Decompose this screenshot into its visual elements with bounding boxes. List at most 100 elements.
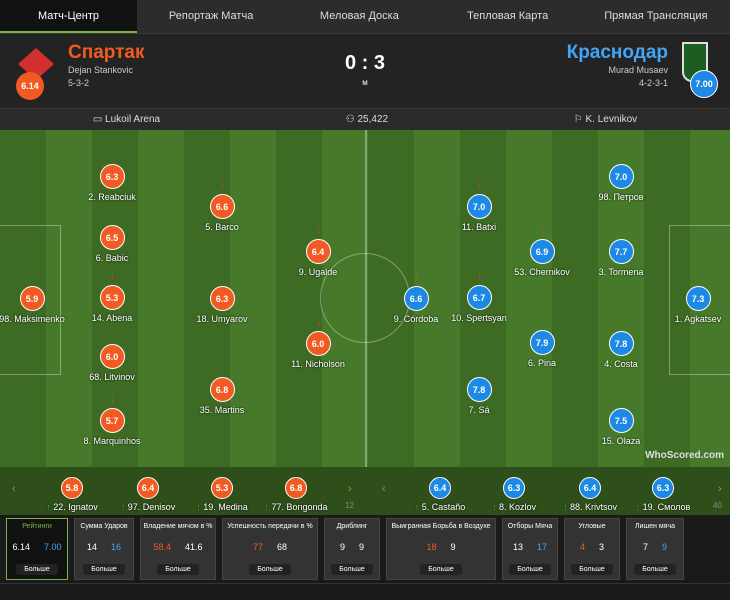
match-header: 6.14 Спартак Dejan Stankovic 5-3-2 0 : 3… xyxy=(0,33,730,108)
substitute-player[interactable]: 6.3 ↑ 19. Смолов xyxy=(623,477,703,512)
away-team-name[interactable]: Краснодар xyxy=(566,42,668,63)
player-name: 11. Batxi xyxy=(461,222,497,232)
tab-match-report[interactable]: Репортаж Матча xyxy=(168,9,254,22)
player[interactable]: ↓ 5.7 8. Marquinhos xyxy=(72,394,152,446)
more-button[interactable]: Больше xyxy=(420,564,462,575)
player[interactable]: ↓ 6.6 5. Barco xyxy=(182,180,262,232)
player[interactable]: 6.3 2. Reabciuk xyxy=(72,164,152,202)
player[interactable]: ↓ 6.0 11. Nicholson xyxy=(278,317,358,369)
tab-live[interactable]: Прямая Трансляция xyxy=(604,9,708,22)
substitute-player[interactable]: 5.3 ↑ 19. Medina xyxy=(182,477,262,512)
player[interactable]: 7.8 7. Sá xyxy=(439,377,519,415)
away-subs-prev[interactable]: ‹ xyxy=(382,483,386,495)
player-rating: 5.3 xyxy=(211,477,233,499)
more-button[interactable]: Больше xyxy=(634,564,676,575)
player[interactable]: 6.3 18. Umyarov xyxy=(182,286,262,324)
home-subs-prev[interactable]: ‹ xyxy=(12,483,16,495)
stat-box[interactable]: Успешность передачи в % 77 68 Больше xyxy=(222,518,318,580)
player-name: ↑ 19. Medina xyxy=(196,502,248,512)
tab-heatmap[interactable]: Тепловая Карта xyxy=(467,9,549,22)
stat-box[interactable]: Владение мячом в % 58.4 41.6 Больше xyxy=(140,518,216,580)
stat-title: Лишен мяча xyxy=(635,523,675,530)
player-name: 53. Chernikov xyxy=(514,267,570,277)
player[interactable]: ↓ 7.0 11. Batxi xyxy=(439,180,519,232)
player-name: 18. Umyarov xyxy=(196,314,248,324)
away-manager: Murad Musaev xyxy=(608,65,668,75)
player[interactable]: 6.0 68. Litvinov xyxy=(72,344,152,382)
stat-box[interactable]: Сумма Ударов 14 16 Больше xyxy=(74,518,134,580)
stat-title: Рейтинги xyxy=(22,523,52,530)
substitute-player[interactable]: 6.4 ↑ 88. Krivtsov xyxy=(550,477,630,512)
home-team-name[interactable]: Спартак xyxy=(68,42,145,63)
substitute-player[interactable]: 6.4 ↑ 5. Castaño xyxy=(400,477,480,512)
home-value: 4 xyxy=(579,542,585,552)
stat-box[interactable]: Дриблинг 9 9 Больше xyxy=(324,518,380,580)
player-name: 15. Olaza xyxy=(601,436,641,446)
player[interactable]: 6.5 6. Babic xyxy=(72,225,152,263)
stat-title: Дриблинг xyxy=(336,523,368,530)
more-button[interactable]: Больше xyxy=(249,564,291,575)
substitute-player[interactable]: 6.3 ↑ 8. Kozlov xyxy=(474,477,554,512)
stat-box[interactable]: Выигранная Борьба в Воздухе 18 9 Больше xyxy=(386,518,496,580)
player[interactable]: 7.0 98. Петров xyxy=(581,164,661,202)
more-button[interactable]: Больше xyxy=(157,564,199,575)
stat-box[interactable]: Угловые 4 3 Больше xyxy=(564,518,620,580)
player[interactable]: 7.9 6. Pina xyxy=(502,330,582,368)
player[interactable]: ↓ 6.9 53. Chernikov xyxy=(502,225,582,277)
player-name: 35. Martins xyxy=(199,405,245,415)
player-name: 5. Barco xyxy=(205,222,239,232)
away-value: 16 xyxy=(111,542,122,552)
player[interactable]: 7.3 1. Agkatsev xyxy=(658,286,730,324)
player-rating: 6.9 xyxy=(529,239,555,264)
match-status: м xyxy=(362,78,368,87)
more-button[interactable]: Больше xyxy=(16,564,58,575)
substitute-player[interactable]: 6.8 ↑ 77. Bongonda xyxy=(256,477,336,512)
away-subs-next[interactable]: › xyxy=(718,483,722,495)
player-rating: 7.5 xyxy=(608,408,634,433)
referee: ⚐ K. Levnikov xyxy=(573,114,638,125)
player[interactable]: 7.8 4. Costa xyxy=(581,331,661,369)
tab-chalkboard[interactable]: Меловая Доска xyxy=(319,9,399,22)
home-value: 9 xyxy=(339,542,345,552)
player-name: 3. Tormena xyxy=(598,267,644,277)
tab-match-centre[interactable]: Матч-Центр xyxy=(0,0,137,33)
player-rating: 6.4 xyxy=(137,477,159,499)
away-value: 7.00 xyxy=(44,542,62,552)
substitutes-bar: ‹ › 12 ‹ › 40 5.8 ↑ 22. Ignatov 6.4 ↑ 97. D… xyxy=(0,467,730,515)
player[interactable]: ↓ 6.6 9. Córdoba xyxy=(376,272,456,324)
player-rating: 6.0 xyxy=(99,344,125,369)
more-button[interactable]: Больше xyxy=(509,564,551,575)
player-rating: 5.9 xyxy=(19,286,45,311)
away-value: 9 xyxy=(662,542,668,552)
player-rating: 7.0 xyxy=(608,164,634,189)
stat-box[interactable]: Отборы Мяча 13 17 Больше xyxy=(502,518,558,580)
stat-box[interactable]: Лишен мяча 7 9 Больше xyxy=(626,518,684,580)
substitute-player[interactable]: 6.4 ↑ 97. Denisov xyxy=(108,477,188,512)
more-button[interactable]: Больше xyxy=(331,564,373,575)
home-formation: 5-3-2 xyxy=(68,78,90,88)
player[interactable]: 7.5 15. Olaza xyxy=(581,408,661,446)
more-button[interactable]: Больше xyxy=(571,564,613,575)
stat-title: Угловые xyxy=(578,523,606,530)
player-name: 8. Marquinhos xyxy=(83,436,141,446)
stat-box[interactable]: Рейтинги 6.14 7.00 Больше xyxy=(6,518,68,580)
player-name: 68. Litvinov xyxy=(89,372,135,382)
player[interactable]: 5.9 98. Maksimenko xyxy=(0,286,72,324)
player-name: 10. Spertsyan xyxy=(451,313,507,323)
substitute-player[interactable]: 5.8 ↑ 22. Ignatov xyxy=(32,477,112,512)
player-name: 98. Петров xyxy=(598,192,644,202)
player-rating: 6.3 xyxy=(503,477,525,499)
player[interactable]: ↓ 6.4 9. Ugalde xyxy=(278,225,358,277)
player-name: 6. Babic xyxy=(95,253,129,263)
sub-off-icon: ↓ xyxy=(110,271,115,282)
player-name: 1. Agkatsev xyxy=(674,314,722,324)
player[interactable]: 7.7 3. Tormena xyxy=(581,239,661,277)
home-subs-next[interactable]: › xyxy=(348,483,352,495)
sub-on-icon: ↑ xyxy=(635,502,641,512)
player[interactable]: ↓ 5.3 14. Abena xyxy=(72,271,152,323)
player[interactable]: ↓ 6.7 10. Spertsyan xyxy=(439,271,519,323)
more-button[interactable]: Больше xyxy=(83,564,125,575)
player[interactable]: 6.8 35. Martins xyxy=(182,377,262,415)
home-value: 18 xyxy=(426,542,437,552)
sub-off-icon: ↓ xyxy=(110,394,115,405)
